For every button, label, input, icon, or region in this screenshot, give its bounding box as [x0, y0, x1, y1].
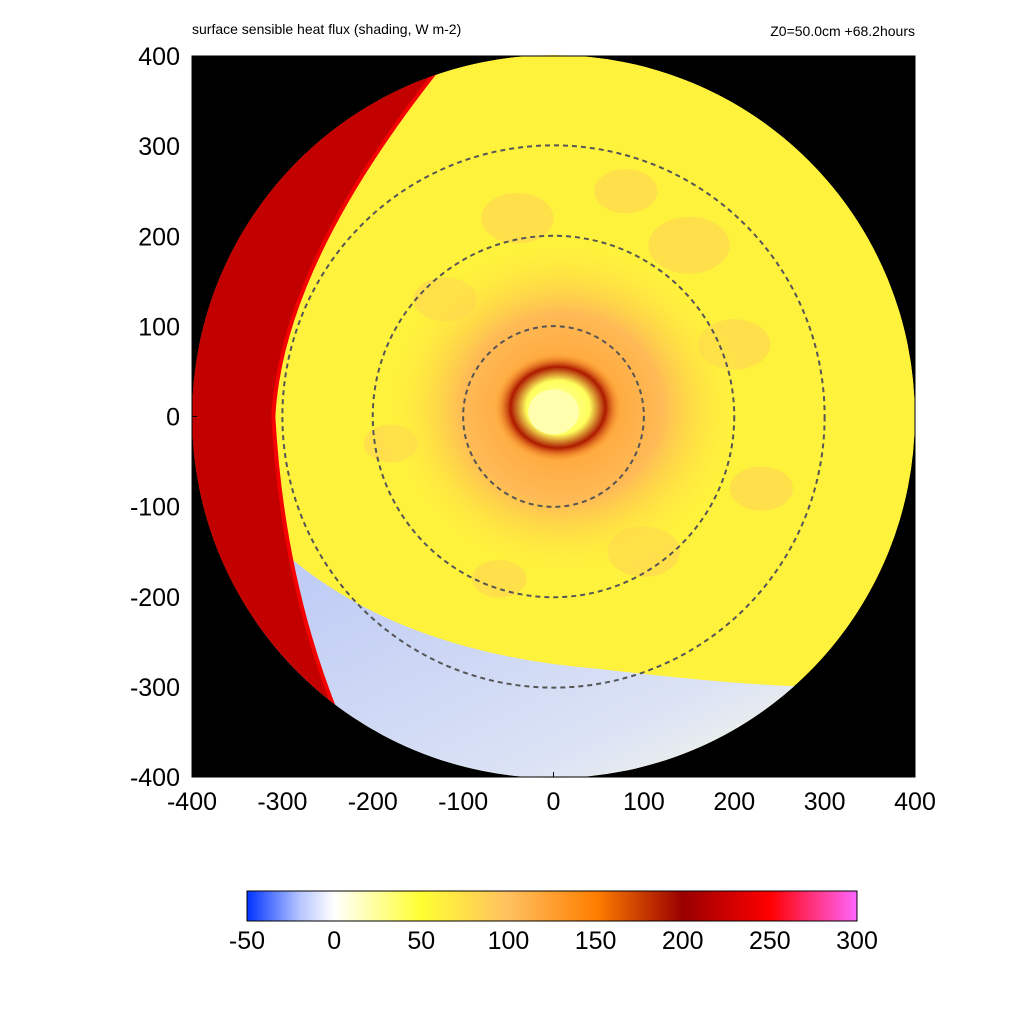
x-tick-label: -400 — [167, 788, 217, 816]
x-tick-label: 100 — [623, 788, 665, 816]
y-tick-label: 400 — [138, 43, 180, 71]
x-tick-label: -100 — [438, 788, 488, 816]
chart-annotation: Z0=50.0cm +68.2hours — [770, 23, 915, 39]
x-axis: -400 -300 -200 -100 0 100 200 300 400 — [167, 772, 936, 816]
range-rings — [281, 144, 826, 689]
field-patch — [729, 466, 793, 511]
heatmap-field — [192, 55, 915, 778]
eye — [528, 389, 579, 435]
x-tick-label: 200 — [713, 788, 755, 816]
colorbar-ticks: -50 0 50 100 150 200 250 300 — [229, 927, 878, 955]
x-tick-label: 400 — [894, 788, 936, 816]
x-tick-label: 300 — [804, 788, 846, 816]
x-tick-label: 0 — [547, 788, 561, 816]
colorbar-tick-label: 100 — [488, 927, 530, 955]
colorbar-tick-label: 50 — [407, 927, 435, 955]
colorbar-tick-label: 300 — [836, 927, 878, 955]
colorbar-tick-label: 150 — [575, 927, 617, 955]
x-tick-label: -300 — [257, 788, 307, 816]
field-patch — [594, 169, 658, 214]
y-tick-label: -300 — [130, 674, 180, 702]
colorbar — [246, 890, 858, 922]
range-ring — [371, 234, 736, 599]
field-patch — [481, 192, 554, 244]
colorbar-tick-label: -50 — [229, 927, 265, 955]
colorbar-tick-label: 200 — [662, 927, 704, 955]
y-tick-label: 300 — [138, 133, 180, 161]
y-tick-label: -200 — [130, 584, 180, 612]
range-ring — [462, 325, 645, 508]
y-axis: 400 300 200 100 0 -100 -200 -300 -400 — [130, 43, 197, 792]
cold-sector — [255, 524, 825, 778]
y-tick-label: -400 — [130, 764, 180, 792]
coastline — [271, 55, 465, 715]
x-tick-label: -200 — [348, 788, 398, 816]
y-tick-label: -100 — [130, 494, 180, 522]
y-tick-label: 100 — [138, 313, 180, 341]
field-patch — [648, 216, 730, 274]
colorbar-tick-label: 250 — [749, 927, 791, 955]
range-ring — [281, 144, 826, 689]
colorbar-tick-label: 0 — [327, 927, 341, 955]
y-tick-label: 200 — [138, 223, 180, 251]
chart-title: surface sensible heat flux (shading, W m… — [192, 21, 461, 37]
y-tick-label: 0 — [166, 404, 180, 432]
